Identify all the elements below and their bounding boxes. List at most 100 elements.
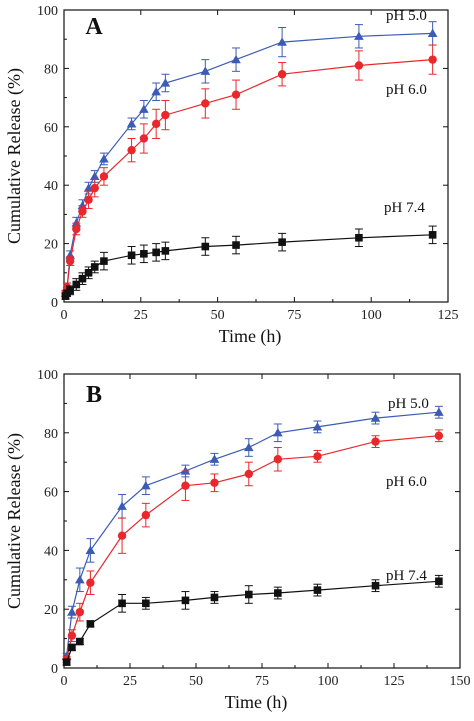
- y-tick-label: 40: [44, 179, 58, 194]
- panel-label: A: [85, 14, 103, 40]
- data-point-triangle: [67, 607, 77, 616]
- data-point-square: [62, 658, 71, 666]
- data-point-circle: [78, 207, 87, 216]
- data-point-circle: [201, 99, 210, 108]
- data-point-circle: [161, 110, 170, 120]
- data-point-triangle: [231, 54, 241, 64]
- data-point-square: [84, 269, 93, 277]
- series-label: pH 7.4: [384, 200, 425, 216]
- data-point-circle: [273, 455, 283, 464]
- x-axis-label: Time (h): [219, 326, 282, 347]
- data-point-square: [76, 637, 84, 646]
- data-point-square: [245, 590, 253, 599]
- data-point-circle: [117, 531, 127, 540]
- series-ph-7-4: pH 7.4: [61, 200, 437, 300]
- data-point-circle: [434, 431, 444, 440]
- data-point-circle: [428, 55, 437, 64]
- y-tick-label: 0: [51, 662, 58, 677]
- data-point-square: [118, 599, 126, 608]
- panel-B: 0 25 50 75 100 125 150 0 20 40 60 80 100 Time (h) Cumu…: [4, 368, 471, 713]
- data-point-square: [68, 643, 76, 652]
- data-point-circle: [244, 469, 253, 479]
- data-point-square: [371, 581, 380, 590]
- data-point-square: [278, 238, 286, 246]
- data-point-square: [428, 231, 437, 239]
- data-point-triangle: [200, 66, 211, 75]
- data-point-triangle: [139, 104, 149, 113]
- data-point-circle: [371, 437, 380, 446]
- data-point-square: [274, 589, 282, 597]
- x-tick-label: 100: [361, 308, 382, 323]
- data-point-circle: [90, 183, 99, 193]
- data-point-square: [232, 241, 240, 249]
- y-tick-label: 100: [37, 4, 58, 19]
- y-axis-label: Cumulative Release (%): [4, 433, 25, 609]
- data-point-square: [435, 577, 443, 586]
- data-point-circle: [151, 119, 161, 129]
- data-point-triangle: [244, 442, 254, 452]
- plot-frame: [63, 373, 461, 669]
- data-point-triangle: [434, 407, 444, 416]
- x-tick-label: 125: [438, 308, 459, 323]
- data-point-triangle: [277, 37, 287, 46]
- data-point-square: [355, 233, 363, 242]
- data-point-triangle: [71, 218, 82, 227]
- data-point-triangle: [151, 86, 161, 96]
- series-label: pH 6.0: [386, 82, 427, 98]
- data-point-triangle: [370, 413, 381, 422]
- data-point-square: [140, 250, 148, 258]
- plot-frame: [63, 9, 449, 303]
- data-point-circle: [75, 607, 85, 617]
- data-point-square: [100, 257, 108, 265]
- series-ph-6-0: pH 6.0: [62, 429, 444, 664]
- x-tick-label: 50: [189, 674, 203, 689]
- data-point-triangle: [209, 454, 220, 463]
- y-tick-label: 60: [44, 486, 58, 501]
- data-point-circle: [86, 578, 95, 587]
- data-point-triangle: [312, 422, 323, 431]
- y-tick-label: 20: [44, 238, 58, 253]
- data-point-square: [181, 596, 190, 605]
- data-point-circle: [67, 631, 77, 640]
- series-line: [66, 580, 439, 663]
- data-point-triangle: [126, 119, 137, 128]
- series-label: pH 5.0: [386, 8, 427, 24]
- data-point-square: [142, 599, 150, 608]
- y-tick-label: 80: [44, 427, 58, 442]
- series-label: pH 6.0: [386, 474, 427, 490]
- data-point-circle: [84, 195, 93, 204]
- data-point-triangle: [427, 28, 438, 37]
- series-ph-5-0: pH 5.0: [61, 396, 444, 660]
- series-ph-5-0: pH 5.0: [60, 8, 438, 297]
- data-point-triangle: [273, 428, 283, 437]
- data-point-circle: [72, 224, 81, 234]
- data-point-circle: [210, 478, 219, 487]
- series-ph-7-4: pH 7.4: [62, 568, 443, 666]
- data-point-square: [152, 248, 160, 257]
- data-point-triangle: [85, 545, 96, 554]
- series-ph-6-0: pH 6.0: [61, 44, 437, 298]
- x-tick-label: 100: [318, 674, 339, 689]
- y-tick-label: 0: [51, 296, 58, 311]
- data-point-triangle: [354, 31, 364, 40]
- data-point-triangle: [180, 466, 191, 475]
- data-point-circle: [99, 172, 109, 181]
- data-point-square: [90, 263, 99, 271]
- x-tick-label: 150: [450, 674, 471, 689]
- x-axis-label: Time (h): [225, 692, 288, 713]
- data-point-triangle: [117, 501, 127, 510]
- series-line: [64, 234, 433, 297]
- panel-label: B: [86, 382, 102, 408]
- data-point-square: [66, 286, 74, 295]
- data-point-triangle: [89, 171, 100, 181]
- data-point-square: [161, 247, 170, 255]
- data-point-square: [210, 593, 219, 602]
- data-point-circle: [313, 452, 322, 461]
- x-tick-label: 125: [384, 674, 405, 689]
- series-label: pH 7.4: [386, 568, 427, 584]
- y-tick-label: 60: [44, 121, 58, 136]
- y-tick-label: 20: [44, 603, 58, 618]
- data-point-square: [78, 274, 87, 283]
- data-point-circle: [141, 510, 151, 520]
